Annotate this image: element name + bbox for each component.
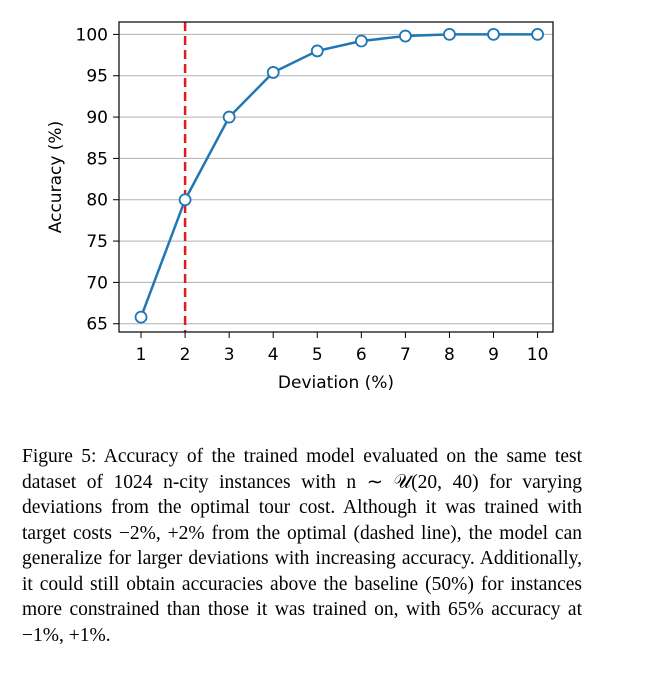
data-point — [531, 28, 544, 41]
y-tick-label: 85 — [86, 149, 108, 169]
series-line — [139, 33, 538, 318]
y-axis-ticks: 65 70 75 80 85 90 95 100 — [76, 25, 119, 335]
data-point — [398, 29, 412, 43]
x-tick-label: 3 — [224, 345, 235, 365]
y-tick-label: 100 — [76, 25, 108, 45]
y-tick-label: 80 — [86, 191, 108, 211]
x-tick-label: 2 — [180, 345, 191, 365]
y-tick-label: 95 — [86, 67, 108, 87]
data-points — [134, 28, 544, 324]
data-point — [487, 28, 500, 41]
x-tick-label: 9 — [488, 345, 499, 365]
data-point — [222, 110, 236, 124]
figure-caption: Figure 5: Accuracy of the trained model … — [22, 446, 582, 646]
x-axis-ticks: 1 2 3 4 5 6 7 8 9 10 — [136, 332, 549, 365]
data-point — [310, 44, 324, 58]
y-tick-label: 90 — [86, 108, 108, 128]
x-tick-label: 6 — [356, 345, 367, 365]
y-tick-label: 70 — [86, 273, 108, 293]
accuracy-chart: 1 2 3 4 5 6 7 8 9 10 65 70 75 80 85 90 95 100 Deviation … — [46, 21, 554, 393]
y-tick-label: 65 — [86, 315, 108, 335]
data-point — [354, 34, 368, 48]
data-point — [443, 28, 456, 41]
y-axis-label: Accuracy (%) — [46, 121, 66, 233]
data-point — [178, 193, 192, 207]
x-tick-label: 5 — [312, 345, 323, 365]
x-tick-label: 10 — [527, 345, 549, 365]
x-tick-label: 4 — [268, 345, 279, 365]
x-tick-label: 1 — [136, 345, 147, 365]
data-point — [266, 66, 280, 79]
y-tick-label: 75 — [86, 232, 108, 252]
x-tick-label: 8 — [444, 345, 455, 365]
x-tick-label: 7 — [400, 345, 411, 365]
plot-frame — [118, 21, 554, 333]
x-axis-label: Deviation (%) — [278, 373, 394, 393]
data-point — [134, 310, 148, 324]
